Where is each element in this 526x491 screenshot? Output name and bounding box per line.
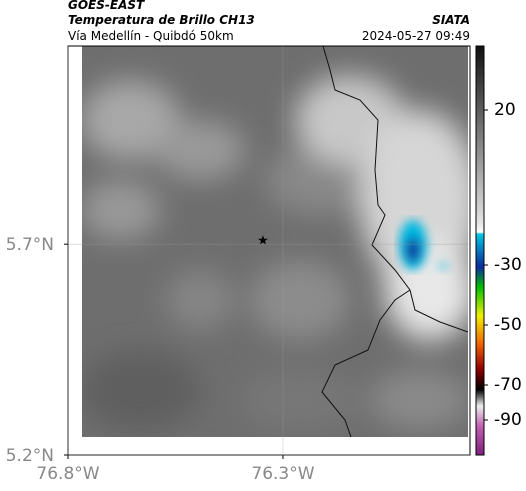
colorbar-tick-label: -30 [494,255,522,275]
y-tick-label: 5.2°N [6,446,54,466]
x-tick-label: 76.3°W [251,464,314,484]
subtitle: Vía Medellín - Quibdó 50km [68,29,234,43]
colorbar-tick-label: -50 [494,315,522,335]
title: Temperatura de Brillo CH13 [68,13,255,27]
colorbar-tick-label: -70 [494,375,522,395]
colorbar-tick-label: 20 [494,100,516,120]
brand: SIATA [432,13,470,27]
satellite-image: ★ [82,46,468,437]
source: GOES-EAST [68,0,145,12]
x-tick-label: 76.8°W [36,464,99,484]
colorbar-tick-label: -90 [494,410,522,430]
timestamp: 2024-05-27 09:49 [362,29,470,43]
city-marker: ★ [257,234,269,249]
colorbar [475,45,485,456]
y-tick-label: 5.7°N [6,235,54,255]
